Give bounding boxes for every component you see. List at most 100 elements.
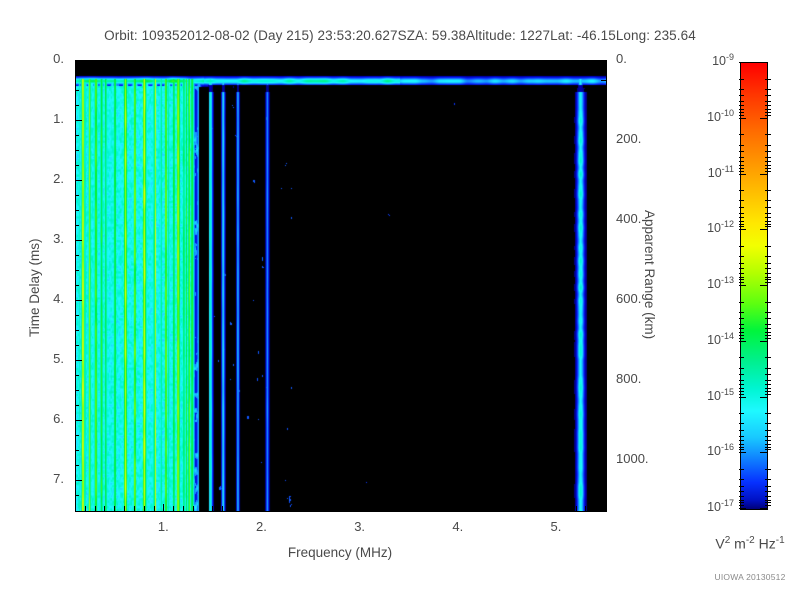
y-tick-major xyxy=(75,360,82,361)
colorbar-tick-minor-left xyxy=(739,212,744,214)
x-tick-minor xyxy=(124,506,126,511)
colorbar-tick-major xyxy=(760,508,768,509)
colorbar-tick-label: 10-13 xyxy=(707,275,734,292)
colorbar-tick-minor xyxy=(765,505,771,507)
colorbar-tick-minor-left xyxy=(739,276,744,278)
x-tick-top xyxy=(212,60,214,65)
y-tick-minor xyxy=(75,495,79,496)
x-tick-top xyxy=(585,60,587,65)
colorbar-tick-minor xyxy=(765,190,771,192)
y-tick-minor xyxy=(75,465,79,466)
x-tick-minor xyxy=(281,506,283,511)
x-tick-minor xyxy=(114,506,116,511)
x-tick-top xyxy=(428,60,430,65)
header-long-value: 235.64 xyxy=(653,28,696,43)
colorbar-tick-minor xyxy=(765,468,771,470)
colorbar-tick-minor xyxy=(765,374,771,376)
y2-tick-label: 1000. xyxy=(616,451,649,466)
colorbar-tick-minor xyxy=(765,324,771,326)
colorbar-tick-minor-left xyxy=(739,88,744,90)
x-tick-minor xyxy=(438,506,440,511)
x-tick-minor xyxy=(143,506,145,511)
x-tick-top xyxy=(418,60,420,65)
colorbar-tick-minor xyxy=(765,200,771,202)
colorbar-tick-major xyxy=(760,285,768,286)
y-tick-minor xyxy=(75,285,79,286)
colorbar-tick-minor xyxy=(765,156,771,158)
colorbar-tick-minor-left xyxy=(739,505,744,507)
x-tick-top xyxy=(398,60,400,65)
colorbar-tick-minor-left xyxy=(739,272,744,274)
x-tick-label: 3. xyxy=(354,519,366,534)
colorbar-tick-minor xyxy=(765,161,771,163)
x-tick-top xyxy=(605,60,606,65)
y-tick-minor xyxy=(75,255,79,256)
y-tick-minor xyxy=(75,330,79,331)
x-tick-label: 5. xyxy=(550,519,562,534)
header-altitude-label: Altitude: xyxy=(466,28,516,43)
colorbar-tick-major-left xyxy=(739,173,746,175)
x-tick-minor xyxy=(379,506,381,511)
y2-tick-label: 400. xyxy=(616,211,642,226)
y-tick-minor xyxy=(75,150,79,151)
x-tick-top xyxy=(153,60,155,65)
colorbar-tick-label: 10-17 xyxy=(707,498,734,515)
colorbar-tick-minor xyxy=(765,388,771,390)
colorbar-tick-minor-left xyxy=(739,374,744,376)
colorbar-tick-minor xyxy=(765,268,771,270)
y2-tick-label: 200. xyxy=(616,131,642,146)
y-tick-label: 3. xyxy=(53,231,64,246)
credit-text: UIOWA 20130512 xyxy=(714,572,786,582)
x-tick-minor xyxy=(428,506,430,511)
y-tick-minor xyxy=(75,315,79,316)
colorbar-tick-major xyxy=(760,396,768,398)
x-tick-minor xyxy=(330,506,332,511)
colorbar-tick-minor xyxy=(765,332,771,334)
x-tick-top xyxy=(192,60,194,65)
y-tick-minor xyxy=(75,270,79,271)
y-tick-minor xyxy=(75,435,79,436)
x-tick-minor xyxy=(546,506,548,511)
x-tick-minor xyxy=(565,506,567,511)
colorbar-tick-minor-left xyxy=(739,439,744,441)
x-tick-top xyxy=(349,60,351,65)
x-tick-minor xyxy=(487,506,489,511)
colorbar xyxy=(740,62,768,510)
colorbar-tick-minor-left xyxy=(739,223,744,225)
x-tick-top xyxy=(163,60,165,67)
colorbar-tick-minor-left xyxy=(739,279,744,281)
colorbar-tick-minor xyxy=(765,479,771,480)
x-tick-label: 2. xyxy=(256,519,267,534)
x-tick-top xyxy=(124,60,126,65)
x-tick-minor xyxy=(398,506,400,511)
x-tick-top xyxy=(271,60,273,65)
x-tick-top xyxy=(506,60,508,65)
colorbar-tick-minor-left xyxy=(739,435,744,437)
colorbar-tick-minor xyxy=(765,449,771,451)
colorbar-tick-label: 10-15 xyxy=(707,386,734,403)
y-tick-major xyxy=(75,240,82,241)
x-tick-top xyxy=(546,60,548,65)
colorbar-tick-minor-left xyxy=(739,112,744,114)
y-tick-major xyxy=(75,480,82,481)
y2-tick-minor xyxy=(601,500,606,501)
colorbar-tick-minor-left xyxy=(739,357,744,359)
x-tick-top xyxy=(359,60,361,67)
x-tick-minor xyxy=(349,506,351,511)
x-tick-minor xyxy=(290,506,292,511)
header-sza-value: 59.38 xyxy=(431,28,467,43)
colorbar-tick-minor-left xyxy=(739,167,744,169)
colorbar-tick-minor xyxy=(765,390,771,392)
colorbar-tick-minor xyxy=(765,245,771,247)
header-lat-value: -46.15 xyxy=(576,28,616,43)
colorbar-tick-minor-left xyxy=(739,206,744,208)
x-tick-top xyxy=(447,60,449,65)
y-tick-major xyxy=(75,180,82,181)
x-tick-top xyxy=(369,60,371,65)
x-tick-top xyxy=(330,60,332,65)
y2-tick-label: 0. xyxy=(616,51,627,66)
colorbar-tick-minor-left xyxy=(739,388,744,390)
colorbar-tick-minor-left xyxy=(739,449,744,451)
y-tick-major xyxy=(75,300,82,301)
colorbar-tick-minor xyxy=(765,223,771,225)
